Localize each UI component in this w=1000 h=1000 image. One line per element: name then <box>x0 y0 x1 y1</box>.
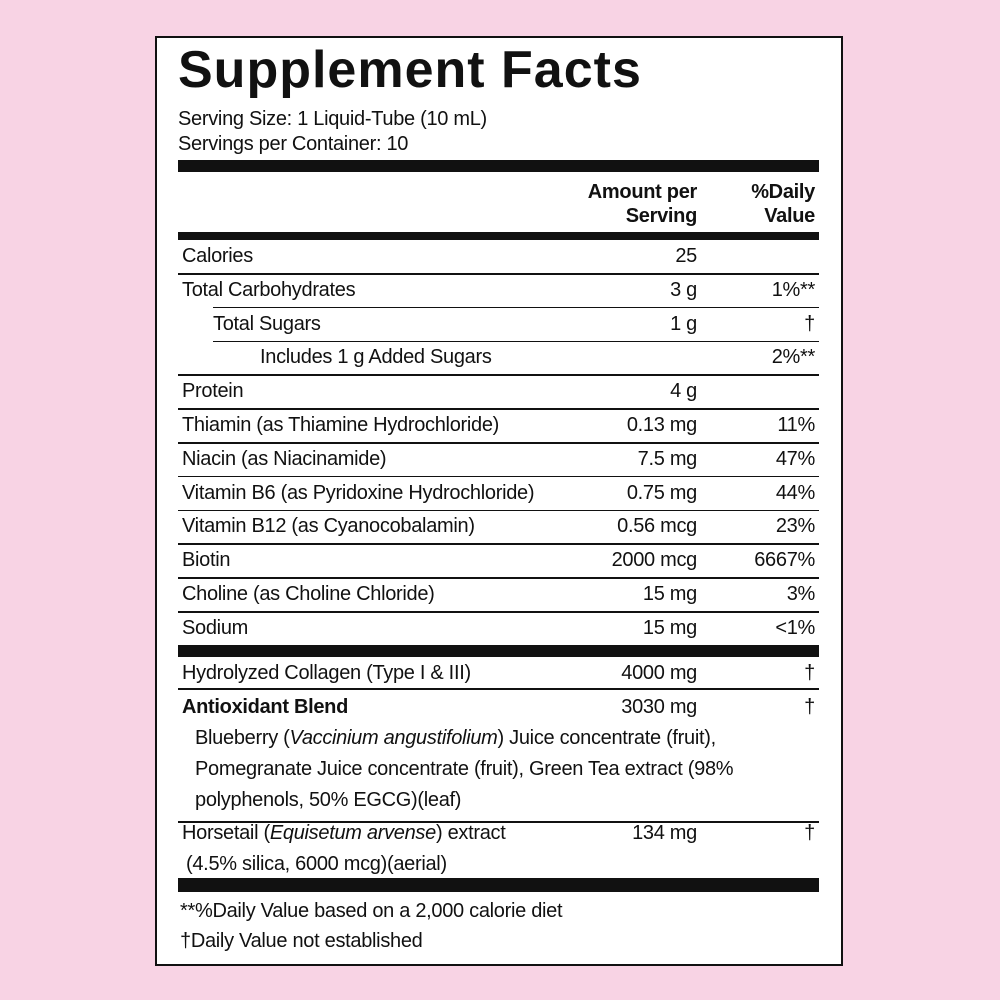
bar <box>178 645 819 657</box>
row-amount: 3030 mg <box>621 696 697 718</box>
facts-panel <box>155 36 843 966</box>
row-amount: 4000 mg <box>621 662 697 684</box>
dv-header: %Daily Value <box>751 181 815 227</box>
row-dv: 6667% <box>754 549 815 572</box>
row-label: Includes 1 g Added Sugars <box>260 346 492 369</box>
row-amount: 3 g <box>670 278 697 301</box>
row-label: Niacin (as Niacinamide) <box>182 447 387 470</box>
row-dv: 2%** <box>771 346 816 369</box>
row-amount: 25 <box>675 245 697 267</box>
row-dv: 3% <box>786 583 816 605</box>
description-part: ) Juice concentrate (fruit), Pomegranate… <box>195 727 734 811</box>
row-amount: 7.5 mg <box>637 447 698 470</box>
row-rule <box>178 408 819 410</box>
footnote: †Daily Value not established <box>180 930 423 952</box>
servings-per-container: Servings per Container: 10 <box>178 133 409 155</box>
row-label: Sodium <box>182 616 249 639</box>
row-rule <box>178 273 819 275</box>
row-label: Thiamin (as Thiamine Hydrochloride) <box>182 414 500 436</box>
row-label: Vitamin B6 (as Pyridoxine Hydrochloride) <box>182 481 535 504</box>
title: Supplement Facts <box>178 41 642 99</box>
row-dv: 23% <box>775 515 815 538</box>
row-amount: 134 mg <box>632 822 697 844</box>
row-label: Choline (as Choline Chloride) <box>182 583 435 605</box>
row-label: Vitamin B12 (as Cyanocobalamin) <box>182 515 475 538</box>
row-rule <box>178 543 819 545</box>
row-amount: 0.56 mcg <box>617 515 697 538</box>
row-rule <box>213 340 819 343</box>
row-amount: 1 g <box>670 312 697 335</box>
row-amount: 0.75 mg <box>626 481 697 504</box>
row-label: Total Sugars <box>213 312 321 335</box>
row-amount: 2000 mcg <box>611 549 698 572</box>
row-label: Protein <box>182 380 244 403</box>
row-label: Total Carbohydrates <box>182 278 356 301</box>
amount-header: Amount per Serving <box>587 181 698 227</box>
row-rule <box>178 821 819 823</box>
label-part: Equisetum arvense <box>269 822 436 844</box>
bar <box>178 160 819 172</box>
row-dv: † <box>804 696 815 718</box>
row-rule <box>178 374 819 376</box>
row-rule <box>213 306 819 309</box>
row-label: Hydrolyzed Collagen (Type I & III) <box>182 662 471 684</box>
row-rule <box>178 475 819 478</box>
row-rule <box>178 442 819 444</box>
row-label: Horsetail (Equisetum arvense) extract <box>182 818 506 849</box>
row-label: Calories <box>182 245 253 267</box>
row-rule <box>178 611 819 613</box>
row-amount: 15 mg <box>642 616 697 639</box>
row-amount: 0.13 mg <box>626 414 697 436</box>
row-label: Biotin <box>182 549 231 572</box>
row-dv: 44% <box>775 481 815 504</box>
row-dv: † <box>804 822 815 844</box>
row-amount: 4 g <box>670 380 697 403</box>
description-part: Vaccinium angustifolium <box>289 727 498 749</box>
bar <box>178 878 819 892</box>
serving-size: Serving Size: 1 Liquid-Tube (10 mL) <box>178 108 487 130</box>
row-dv: <1% <box>775 616 815 639</box>
row-detail: (4.5% silica, 6000 mcg)(aerial) <box>186 853 447 875</box>
row-rule <box>178 577 819 579</box>
row-dv: 47% <box>775 447 815 470</box>
row-rule <box>178 688 819 690</box>
label-part: ) extract <box>435 822 506 844</box>
description-part: Blueberry ( <box>195 727 290 749</box>
row-dv: 11% <box>777 414 815 436</box>
row-dv: 1%** <box>771 278 816 301</box>
blend-description: Blueberry (Vaccinium angustifolium) Juic… <box>195 723 805 816</box>
label-part: Horsetail ( <box>182 822 270 844</box>
footnote: **%Daily Value based on a 2,000 calorie … <box>180 900 563 922</box>
bar <box>178 232 819 240</box>
row-rule <box>178 509 819 512</box>
row-label: Antioxidant Blend <box>182 696 349 718</box>
row-dv: † <box>804 312 815 335</box>
row-amount: 15 mg <box>642 583 697 605</box>
row-dv: † <box>804 662 815 684</box>
